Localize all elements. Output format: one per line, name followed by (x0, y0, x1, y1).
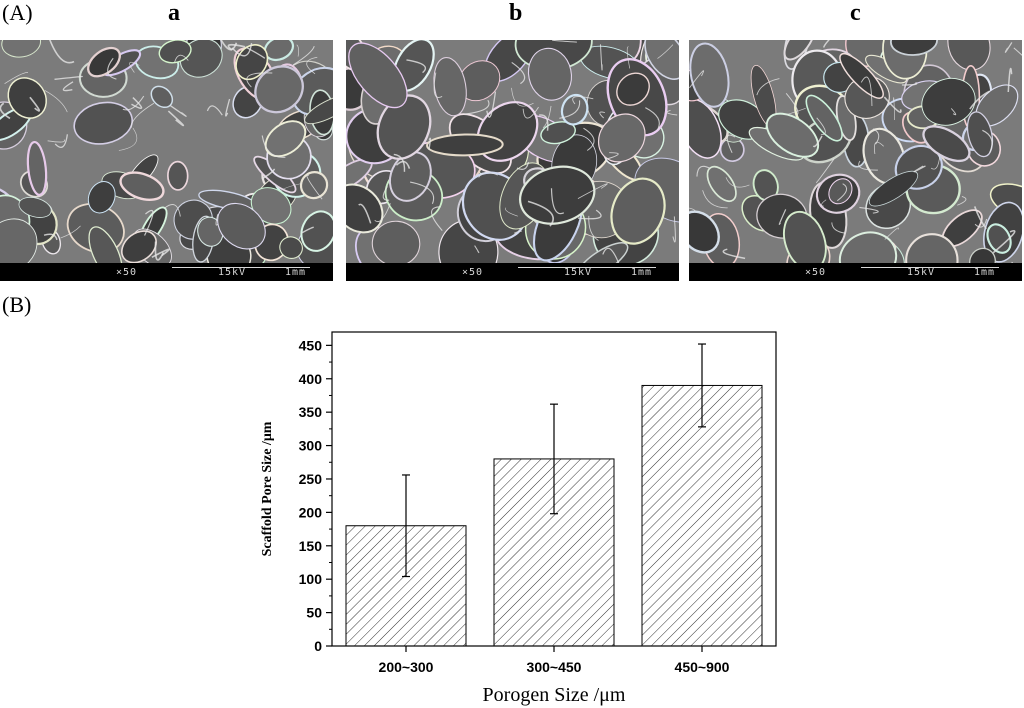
panel-a-label: (A) (2, 0, 33, 25)
sem-scale-bar (172, 267, 310, 268)
y-tick-label: 200 (299, 504, 323, 520)
x-tick-label: 200~300 (379, 659, 434, 675)
sem-voltage: 15kV (564, 267, 593, 278)
sem-magnification: ×50 (462, 267, 484, 278)
panel-b-label: (B) (2, 292, 32, 317)
y-tick-label: 300 (299, 438, 323, 454)
sem-scale-label: 1mm (974, 267, 996, 278)
sem-letter-a: a (168, 0, 180, 26)
sem-scale-bar (518, 267, 656, 268)
sem-magnification: ×50 (116, 267, 138, 278)
y-tick-label: 400 (299, 371, 323, 387)
y-tick-label: 150 (299, 538, 323, 554)
sem-voltage: 15kV (907, 267, 936, 278)
bar (641, 384, 763, 647)
sem-image-c: ×50 15kV 1mm (689, 40, 1022, 281)
y-tick-label: 100 (299, 571, 323, 587)
sem-magnification: ×50 (805, 267, 827, 278)
sem-scale-label: 1mm (285, 267, 307, 278)
sem-image-a: ×50 15kV 1mm (0, 40, 333, 281)
x-tick-label: 450~900 (675, 659, 730, 675)
y-tick-label: 450 (299, 337, 323, 353)
y-tick-label: 250 (299, 471, 323, 487)
sem-letter-c: c (850, 0, 861, 26)
x-tick-label: 300~450 (527, 659, 582, 675)
sem-letter-b: b (509, 0, 523, 26)
sem-micrograph (346, 40, 679, 263)
y-axis-title: Scaffold Pore Size /μm (260, 421, 275, 556)
y-tick-label: 350 (299, 404, 323, 420)
sem-micrograph (0, 40, 333, 263)
sem-voltage: 15kV (218, 267, 247, 278)
y-tick-label: 0 (314, 638, 322, 654)
sem-scale-bar (861, 267, 999, 268)
sem-image-b: ×50 15kV 1mm (346, 40, 679, 281)
x-axis-title: Porogen Size /μm (483, 684, 626, 706)
sem-micrograph (689, 40, 1022, 263)
y-tick-label: 50 (306, 605, 322, 621)
sem-scale-label: 1mm (631, 267, 653, 278)
